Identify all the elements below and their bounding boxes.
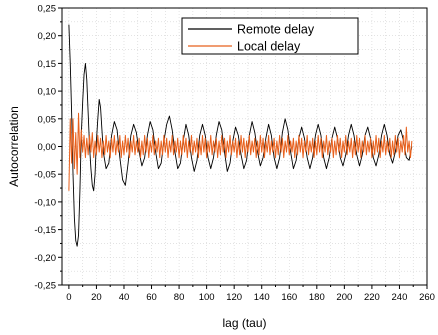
legend-label-remote-delay: Remote delay bbox=[237, 23, 315, 37]
x-axis-title: lag (tau) bbox=[222, 316, 266, 330]
series-line-remote-delay bbox=[68, 24, 413, 247]
x-axis: 0 20 40 60 80 100 120 140 160 180 200 220 240 260 bbox=[66, 285, 435, 303]
y-tick-label: -0,25 bbox=[34, 281, 56, 292]
x-tick-label: 160 bbox=[281, 292, 297, 303]
series-line-local-delay bbox=[68, 112, 413, 191]
y-tick-label: -0,20 bbox=[34, 253, 56, 264]
y-tick-label: -0,05 bbox=[34, 170, 56, 181]
x-tick-label: 40 bbox=[119, 292, 130, 303]
y-axis-title: Autocorrelation bbox=[7, 106, 21, 187]
y-tick-label: -0,10 bbox=[34, 197, 56, 208]
x-tick-label: 60 bbox=[146, 292, 157, 303]
x-tick-label: 180 bbox=[309, 292, 325, 303]
x-tick-label: 240 bbox=[392, 292, 408, 303]
y-axis: -0,25 -0,20 -0,15 -0,10 -0,05 0,00 0,05 0,10 0,1… bbox=[34, 4, 62, 292]
y-tick-label: 0,05 bbox=[38, 114, 57, 125]
y-tick-label: 0,20 bbox=[38, 31, 57, 42]
legend-label-local-delay: Local delay bbox=[237, 40, 301, 54]
x-tick-label: 220 bbox=[364, 292, 380, 303]
y-tick-label: -0,15 bbox=[34, 225, 56, 236]
x-tick-label: 260 bbox=[419, 292, 435, 303]
y-tick-label: 0,15 bbox=[38, 59, 57, 70]
y-tick-label: 0,00 bbox=[38, 142, 57, 153]
series-layer bbox=[68, 24, 413, 247]
x-tick-label: 100 bbox=[199, 292, 215, 303]
y-tick-label: 0,25 bbox=[38, 4, 57, 15]
x-tick-label: 0 bbox=[66, 292, 71, 303]
y-tick-label: 0,10 bbox=[38, 87, 57, 98]
x-tick-label: 20 bbox=[91, 292, 102, 303]
x-tick-label: 120 bbox=[226, 292, 242, 303]
x-tick-label: 140 bbox=[254, 292, 270, 303]
legend: Remote delay Local delay bbox=[181, 17, 359, 55]
legend-box bbox=[181, 17, 359, 55]
x-tick-label: 200 bbox=[336, 292, 352, 303]
x-tick-label: 80 bbox=[174, 292, 185, 303]
